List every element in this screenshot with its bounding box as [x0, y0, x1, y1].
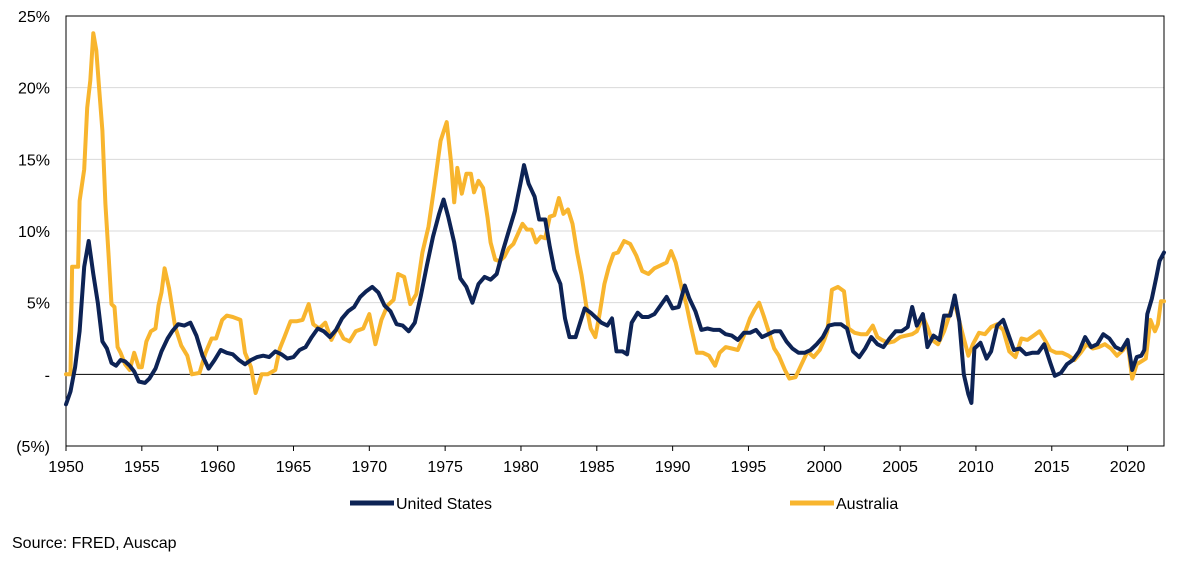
- x-tick-label: 1970: [352, 459, 388, 476]
- series-lines: [64, 31, 1166, 407]
- x-tick-label: 1980: [503, 459, 539, 476]
- x-tick-label: 1985: [579, 459, 615, 476]
- x-tick-label: 1995: [731, 459, 767, 476]
- x-tick-label: 2015: [1034, 459, 1070, 476]
- x-tick-label: 1975: [427, 459, 463, 476]
- y-tick-label: 10%: [18, 224, 50, 241]
- x-tick-label: 2010: [958, 459, 994, 476]
- x-tick-label: 2000: [806, 459, 842, 476]
- y-tick-label: 5%: [27, 296, 50, 313]
- x-tick-label: 2005: [882, 459, 918, 476]
- y-tick-label: (5%): [16, 439, 50, 456]
- series-line-united-states: [64, 163, 1166, 407]
- x-tick-label: 1990: [655, 459, 691, 476]
- y-axis-tick-labels: 25% 20% 15% 10% 5% - (5%): [16, 9, 50, 456]
- gridlines: [66, 87, 1164, 304]
- plot-frame: [65, 15, 1165, 447]
- legend: United States Australia: [350, 496, 898, 513]
- y-tick-label: -: [45, 367, 50, 384]
- x-tick-label: 1950: [48, 459, 84, 476]
- x-tick-label: 1960: [200, 459, 236, 476]
- x-axis-tick-labels: 1950 1955 1960 1965 1970 1975 1980 1985 1990 1995…: [48, 446, 1146, 476]
- source-note: Source: FRED, Auscap: [12, 535, 177, 552]
- x-tick-label: 2020: [1110, 459, 1146, 476]
- legend-label: Australia: [836, 496, 898, 513]
- y-tick-label: 25%: [18, 9, 50, 26]
- series-line-australia: [64, 31, 1166, 395]
- x-tick-label: 1955: [124, 459, 160, 476]
- legend-label: United States: [396, 496, 492, 513]
- y-tick-label: 20%: [18, 81, 50, 98]
- y-tick-label: 15%: [18, 152, 50, 169]
- x-tick-label: 1965: [276, 459, 312, 476]
